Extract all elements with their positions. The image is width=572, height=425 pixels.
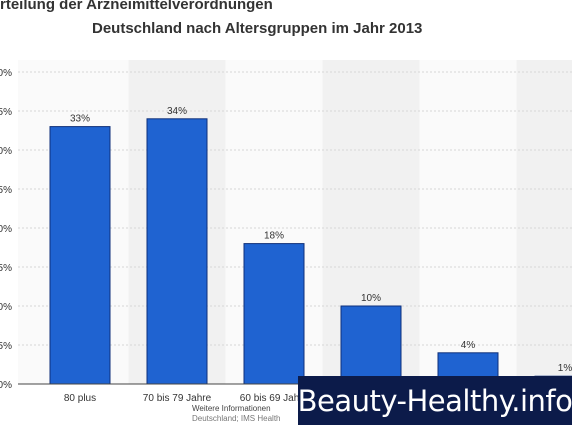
y-tick-label: 5%	[0, 341, 12, 352]
y-tick-label: 35%	[0, 107, 12, 118]
y-tick-label: 0%	[0, 380, 12, 391]
bar	[146, 118, 208, 385]
bar	[243, 243, 305, 385]
x-tick-label: 70 bis 79 Jahre	[143, 393, 212, 404]
y-tick-label: 10%	[0, 302, 12, 313]
y-tick-label: 25%	[0, 185, 12, 196]
bar	[340, 305, 402, 385]
y-axis: 0% 5% 10% 15% 20% 25% 30% 35% 40%	[0, 68, 12, 391]
value-labels: 33% 34% 18% 10% 4% 1%	[70, 106, 572, 374]
bar	[49, 126, 111, 385]
value-label: 18%	[264, 231, 284, 242]
y-tick-label: 15%	[0, 263, 12, 274]
more-info-link[interactable]: Weitere Informationen	[192, 404, 271, 413]
watermark-banner: Beauty-Healthy.info	[298, 376, 572, 425]
value-label: 1%	[558, 363, 572, 374]
value-label: 33%	[70, 114, 90, 125]
value-label: 10%	[361, 293, 381, 304]
chart-title-line-1: rteilung der Arzneimittelverordnungen	[0, 0, 273, 13]
x-tick-label: 80 plus	[64, 393, 96, 404]
background-bands	[18, 60, 572, 384]
value-label: 34%	[167, 106, 187, 117]
source-note: Deutschland; IMS Health	[192, 414, 281, 423]
y-tick-label: 30%	[0, 146, 12, 157]
y-tick-label: 20%	[0, 224, 12, 235]
y-tick-label: 40%	[0, 68, 12, 79]
background-band	[419, 60, 517, 384]
x-tick-label: 60 bis 69 Jahre	[240, 393, 309, 404]
background-band	[516, 60, 572, 384]
chart-title-line-2: Deutschland nach Altersgruppen im Jahr 2…	[92, 20, 423, 37]
value-label: 4%	[461, 340, 476, 351]
